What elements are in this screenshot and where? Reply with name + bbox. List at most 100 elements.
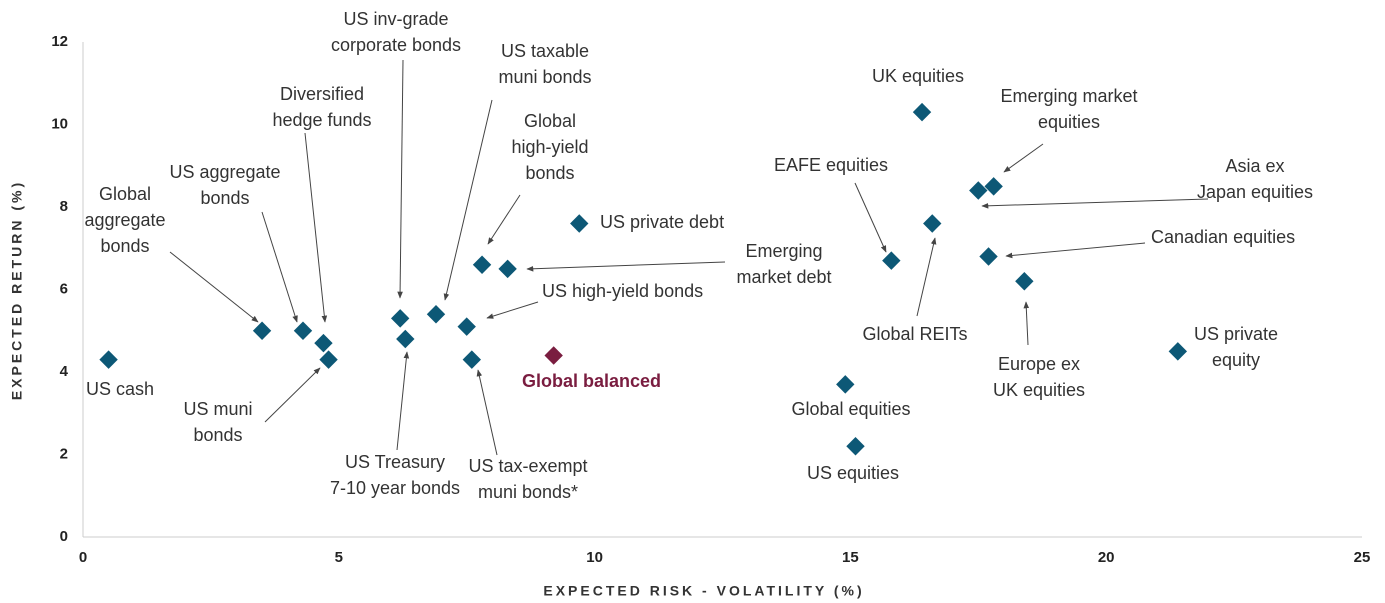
label-line: US muni — [183, 399, 252, 419]
leader-line — [169, 251, 259, 323]
label-line: market debt — [736, 267, 831, 287]
label-line: UK equities — [993, 380, 1085, 400]
point — [293, 321, 313, 340]
point — [912, 102, 932, 122]
point — [984, 177, 1003, 196]
label-line: US inv-grade — [343, 9, 448, 29]
point-label: US taxable muni bonds — [498, 41, 591, 87]
label-line: bonds — [193, 425, 242, 445]
point — [544, 346, 563, 365]
label-line: 7-10 year bonds — [330, 478, 460, 498]
leader-line — [916, 237, 937, 317]
label-line: Global REITs — [862, 324, 967, 344]
x-tick-label: 0 — [79, 549, 87, 566]
label-line: Emerging market — [1000, 86, 1137, 106]
point-label: Global high-yield bonds — [511, 111, 588, 183]
point — [390, 309, 410, 328]
point-label: Europe ex UK equities — [993, 354, 1085, 400]
label-line: Diversified — [280, 84, 364, 104]
x-tick-label: 5 — [335, 549, 343, 566]
x-axis-label: EXPECTED RISK - VOLATILITY (%) — [543, 583, 864, 599]
y-tick-label: 10 — [51, 115, 68, 132]
point-label: Diversified hedge funds — [272, 84, 371, 130]
label-line: UK equities — [872, 66, 964, 86]
label-line: bonds — [525, 163, 574, 183]
label-line: muni bonds* — [478, 482, 578, 502]
point — [1015, 272, 1034, 291]
label-line: Emerging — [745, 241, 822, 261]
y-tick-label: 6 — [60, 280, 68, 297]
y-axis-label: EXPECTED RETURN (%) — [9, 180, 25, 400]
label-line: high-yield — [511, 137, 588, 157]
point-label: US tax-exempt muni bonds* — [468, 456, 587, 502]
label-line: US Treasury — [345, 452, 445, 472]
x-tick-label: 25 — [1354, 549, 1371, 566]
point — [923, 214, 942, 233]
y-tick-label: 0 — [60, 528, 68, 545]
leader-line — [261, 211, 298, 323]
point — [472, 255, 492, 274]
leader-line — [1003, 143, 1044, 173]
point-label: Asia ex Japan equities — [1197, 156, 1313, 202]
point-label: EAFE equities — [774, 155, 888, 175]
label-line: Asia ex — [1225, 156, 1284, 176]
point-label: US muni bonds — [183, 399, 252, 445]
label-line: Japan equities — [1197, 182, 1313, 202]
point-label: Canadian equities — [1151, 227, 1295, 247]
point — [462, 350, 482, 369]
leader-line — [396, 351, 410, 451]
point-label: Emerging market equities — [1000, 86, 1137, 132]
label-line: US equities — [807, 463, 899, 483]
label-line: Global balanced — [522, 371, 661, 391]
point-label: US inv-grade corporate bonds — [331, 9, 461, 55]
point-label: US private debt — [600, 212, 724, 232]
point — [979, 247, 998, 266]
label-line: hedge funds — [272, 110, 371, 130]
label-line: US taxable — [501, 41, 589, 61]
leader-line — [526, 261, 726, 272]
leader-line — [264, 367, 321, 423]
point-label: US high-yield bonds — [542, 281, 703, 301]
point-label: US cash — [86, 379, 154, 399]
leader-line — [443, 99, 493, 301]
x-tick-label: 15 — [842, 549, 859, 566]
leader-line — [486, 301, 539, 319]
point — [969, 181, 988, 200]
label-line: Europe ex — [998, 354, 1080, 374]
point-label: UK equities — [872, 66, 964, 86]
label-line: muni bonds — [498, 67, 591, 87]
label-line: Global equities — [791, 399, 910, 419]
y-tick-label: 4 — [60, 363, 69, 380]
label-line: US aggregate — [169, 162, 280, 182]
point — [457, 317, 476, 336]
point-label: US aggregate bonds — [169, 162, 280, 208]
label-line: bonds — [100, 236, 149, 256]
point-label: US Treasury 7-10 year bonds — [330, 452, 460, 498]
leader-line — [854, 182, 887, 253]
point-label: Emerging market debt — [736, 241, 831, 287]
label-line: equity — [1212, 350, 1260, 370]
point — [570, 214, 589, 233]
label-line: aggregate — [84, 210, 165, 230]
point — [498, 259, 517, 279]
leader-line — [981, 198, 1209, 209]
point — [836, 375, 855, 394]
leader-line — [1005, 242, 1146, 259]
label-line: US high-yield bonds — [542, 281, 703, 301]
point — [1168, 342, 1188, 361]
point — [426, 305, 446, 324]
y-tick-label: 12 — [51, 33, 68, 50]
leader-line — [487, 194, 521, 245]
x-tick-label: 20 — [1098, 549, 1115, 566]
x-tick-label: 10 — [586, 549, 603, 566]
leader-line — [1023, 301, 1030, 346]
point — [99, 350, 118, 369]
y-tick-label: 8 — [60, 198, 68, 215]
point — [396, 329, 415, 349]
point — [846, 437, 865, 456]
label-line: US cash — [86, 379, 154, 399]
point-label: US equities — [807, 463, 899, 483]
point — [319, 350, 338, 369]
point-label: Global equities — [791, 399, 910, 419]
